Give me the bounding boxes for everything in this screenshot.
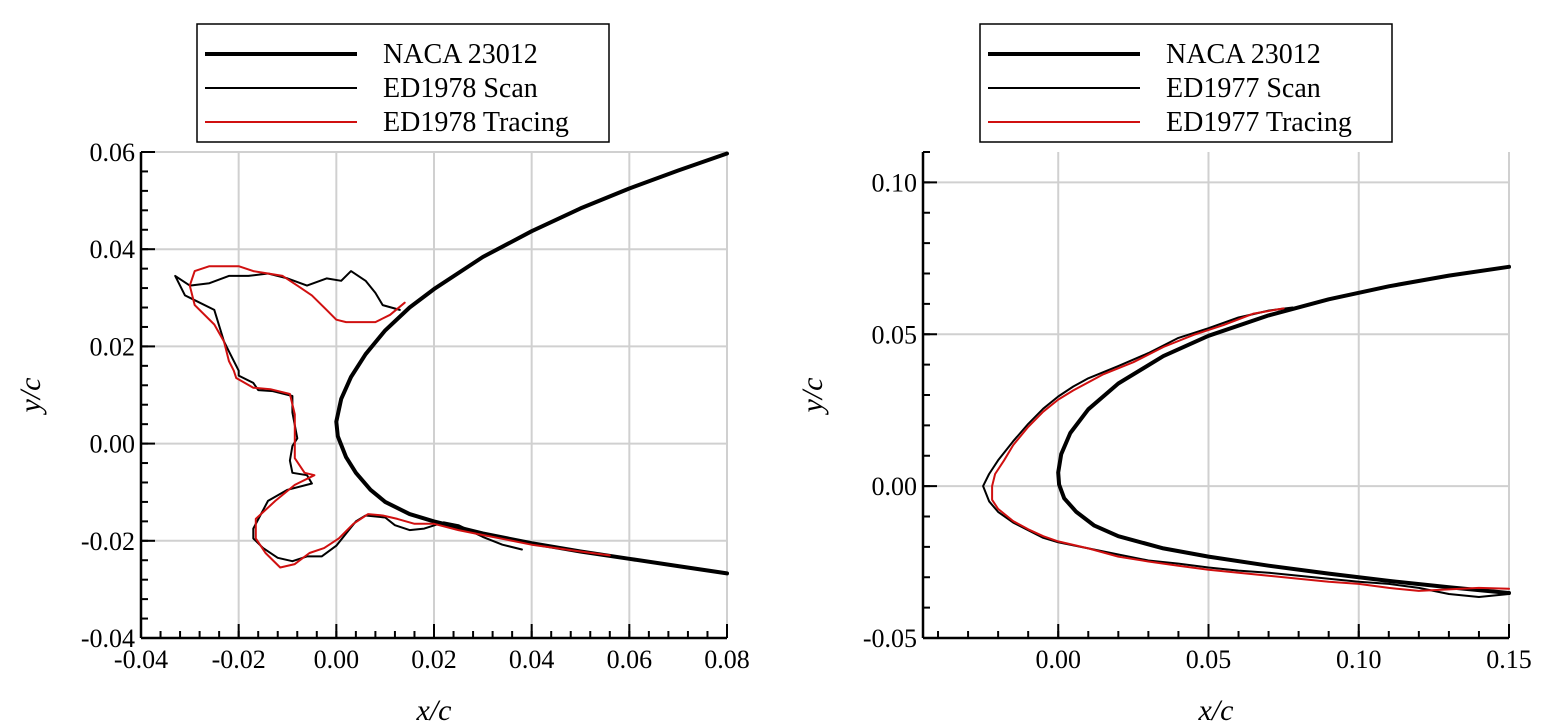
y-tick-label: 0.00 [872,472,918,501]
x-tick-label: 0.00 [314,645,360,674]
x-tick-label: 0.06 [607,645,653,674]
legend-label-0: NACA 23012 [1166,39,1321,70]
x-tick-label: 0.15 [1486,645,1532,674]
series-line-1 [982,306,1510,598]
x-tick-label: 0.04 [509,645,555,674]
series-line-0 [1056,264,1511,595]
y-tick-label: 0.06 [90,138,136,167]
legend-label-2: ED1977 Tracing [1166,107,1352,138]
y-axis-title: y/c [14,378,47,416]
y-axis-title: y/c [796,378,829,416]
x-tick-label: 0.05 [1186,645,1232,674]
chart-panel-left: -0.04 -0.02 0.00 0.02 0.04 0.06 0.08 -0.04 -0.02… [14,23,750,725]
grid-lines [141,151,728,638]
x-axis-title: x/c [1198,694,1234,725]
legend-label-0: NACA 23012 [383,39,538,70]
x-tick-label: 0.00 [1035,645,1081,674]
series-line-2 [991,307,1510,592]
grid-lines [923,152,1510,638]
x-axis-title: x/c [416,694,452,725]
series-line-0 [334,151,729,576]
chart-panel-right: 0.00 0.05 0.10 0.15 -0.05 0.00 0.05 0.10 x/c y/c N… [796,23,1532,725]
y-tick-label: -0.04 [81,624,135,653]
y-tick-label: -0.05 [863,624,917,653]
y-tick-label: -0.02 [81,527,135,556]
y-tick-label: 0.05 [872,320,918,349]
x-tick-label: -0.04 [114,645,168,674]
y-tick-label: 0.02 [90,332,136,361]
y-tick-label: 0.04 [90,235,136,264]
series-line-1 [174,270,523,563]
x-tick-label: -0.02 [212,645,266,674]
x-tick-label: 0.08 [704,645,750,674]
legend-label-2: ED1978 Tracing [383,107,569,138]
legend-label-1: ED1977 Scan [1166,73,1321,104]
legend-label-1: ED1978 Scan [383,73,538,104]
x-tick-label: 0.10 [1336,645,1382,674]
y-tick-label: 0.00 [90,430,136,459]
y-tick-label: 0.10 [872,168,918,197]
series-line-2 [188,265,611,569]
x-tick-label: 0.02 [411,645,457,674]
